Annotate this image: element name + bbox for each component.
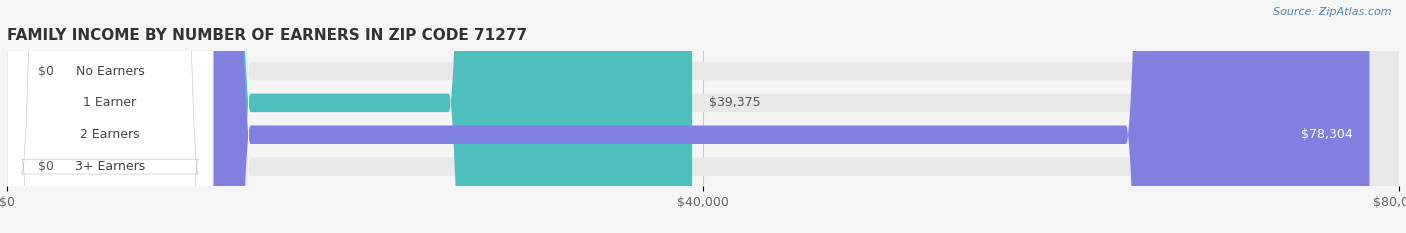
Text: Source: ZipAtlas.com: Source: ZipAtlas.com	[1274, 7, 1392, 17]
Text: 2 Earners: 2 Earners	[80, 128, 139, 141]
FancyBboxPatch shape	[7, 0, 214, 233]
Text: FAMILY INCOME BY NUMBER OF EARNERS IN ZIP CODE 71277: FAMILY INCOME BY NUMBER OF EARNERS IN ZI…	[7, 28, 527, 43]
Text: $0: $0	[38, 65, 53, 78]
Text: $39,375: $39,375	[709, 96, 761, 110]
FancyBboxPatch shape	[7, 0, 1399, 233]
Text: No Earners: No Earners	[76, 65, 145, 78]
FancyBboxPatch shape	[7, 0, 1399, 233]
FancyBboxPatch shape	[7, 0, 1399, 233]
Text: $0: $0	[38, 160, 53, 173]
FancyBboxPatch shape	[7, 0, 692, 233]
Text: 1 Earner: 1 Earner	[83, 96, 136, 110]
FancyBboxPatch shape	[7, 0, 214, 233]
FancyBboxPatch shape	[7, 0, 1399, 233]
FancyBboxPatch shape	[7, 0, 214, 233]
FancyBboxPatch shape	[7, 0, 214, 233]
Text: $78,304: $78,304	[1301, 128, 1353, 141]
FancyBboxPatch shape	[7, 0, 1369, 233]
Text: 3+ Earners: 3+ Earners	[75, 160, 145, 173]
